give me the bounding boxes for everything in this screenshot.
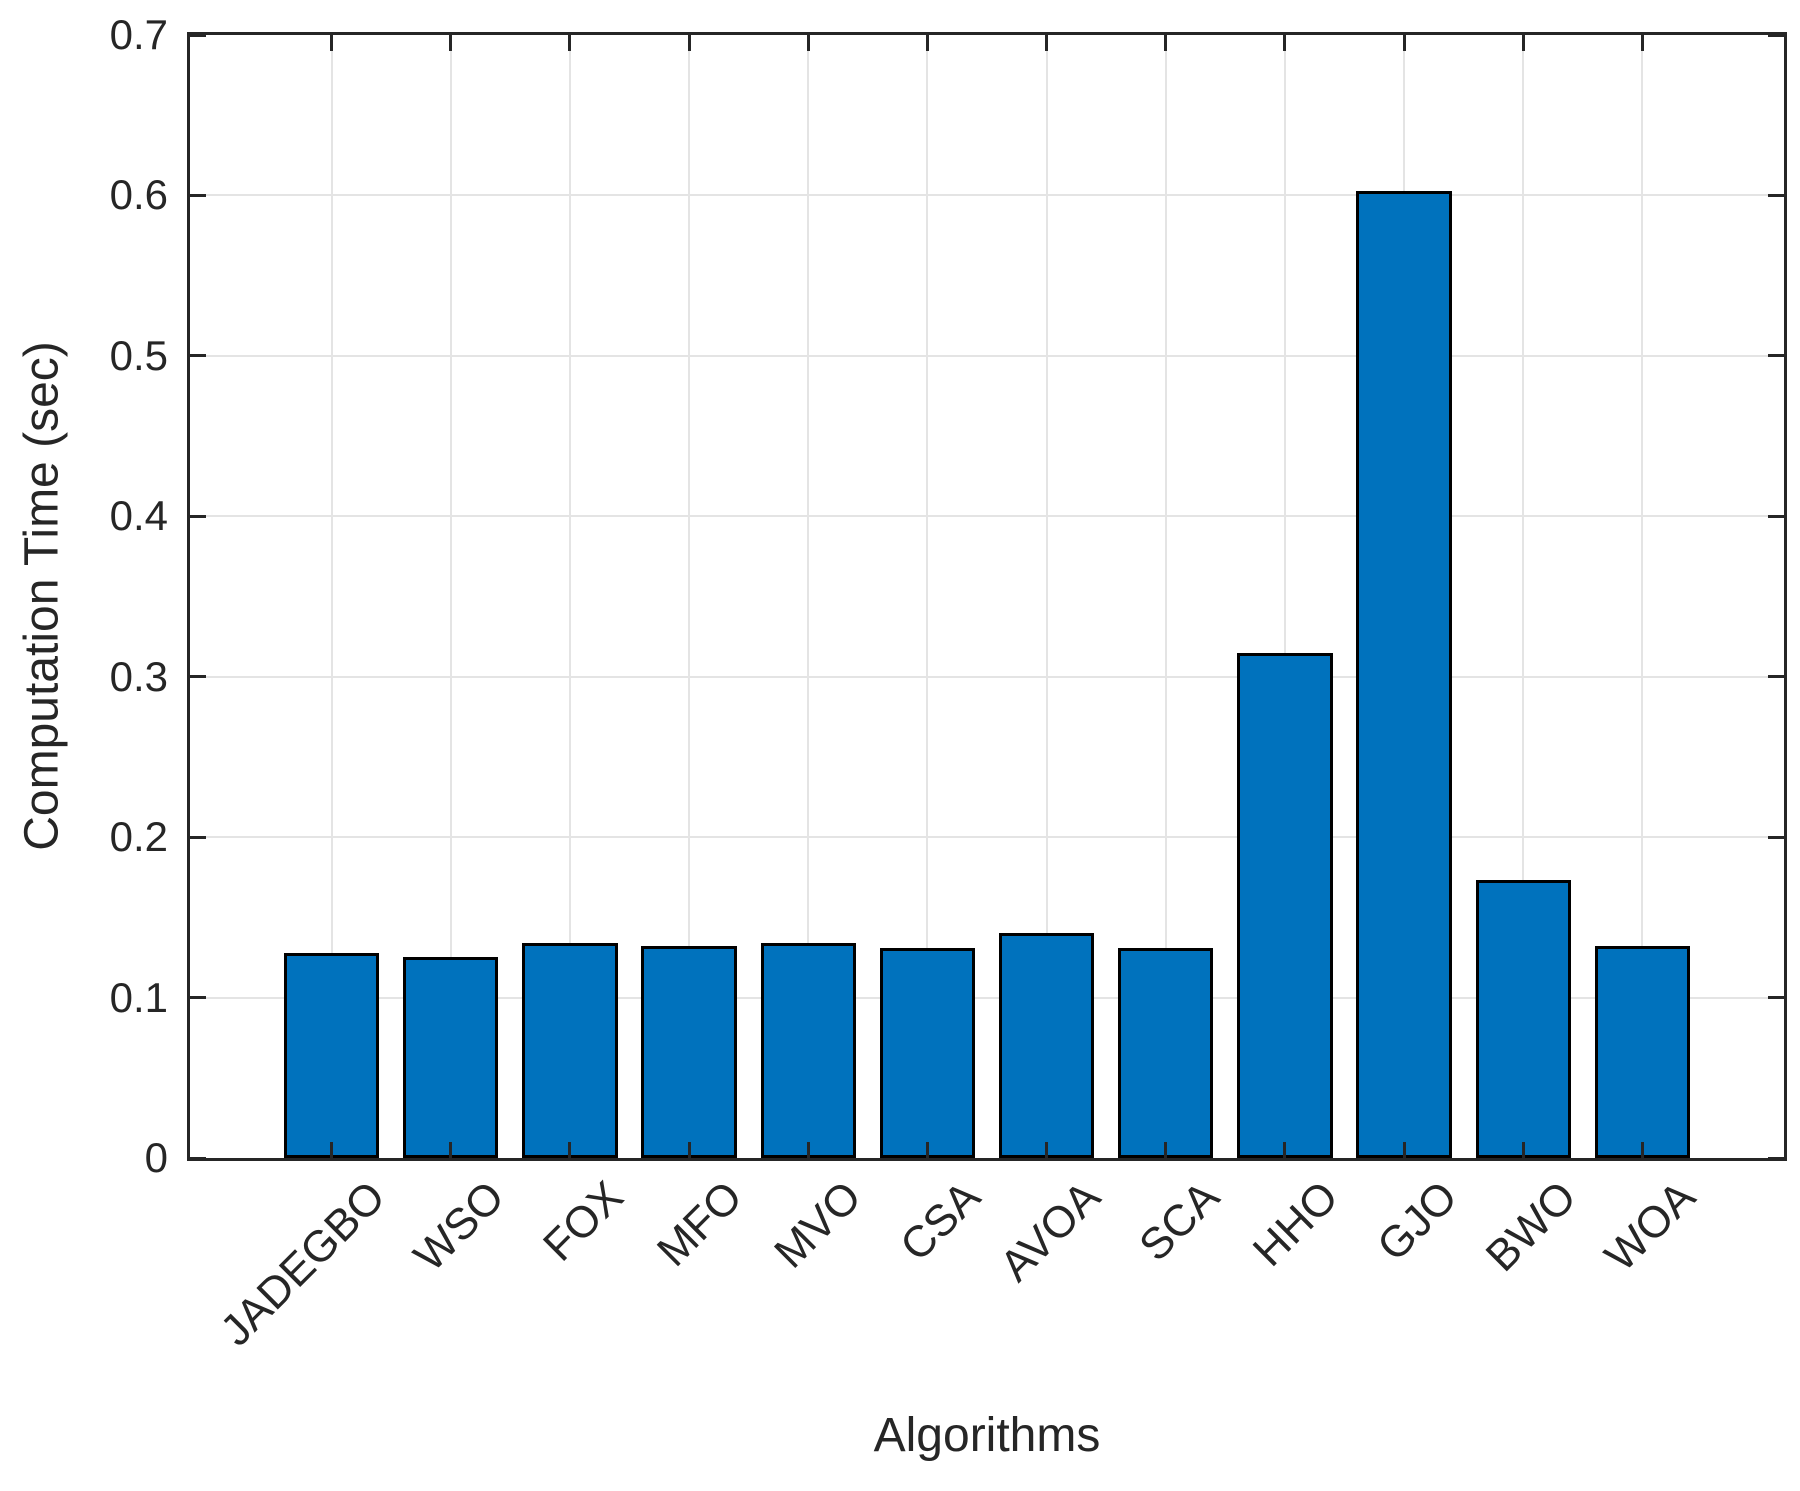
x-tick-bottom: [925, 1142, 929, 1158]
v-gridline: [1045, 35, 1048, 1158]
y-tick-left: [190, 33, 206, 37]
x-tick-top: [1283, 35, 1287, 51]
h-gridline: [190, 515, 1784, 518]
x-axis-label: Algorithms: [873, 1409, 1101, 1462]
y-tick-label: 0.2: [109, 813, 168, 861]
y-tick-label: 0.5: [109, 331, 168, 379]
v-gridline: [449, 35, 452, 1158]
bar-jadegbo: [283, 953, 380, 1158]
y-tick-left: [190, 193, 206, 197]
y-tick-label: 0.3: [109, 652, 168, 700]
y-tick-right: [1768, 514, 1784, 518]
bar-bwo: [1475, 880, 1571, 1158]
v-gridline: [1522, 35, 1525, 1158]
bar-sca: [1118, 948, 1214, 1158]
h-gridline: [190, 996, 1784, 999]
bar-wso: [403, 957, 499, 1158]
x-tick-top: [568, 35, 572, 51]
bar-hho: [1237, 653, 1333, 1158]
y-tick-right: [1768, 33, 1784, 37]
x-tick-top: [925, 35, 929, 51]
h-gridline: [190, 194, 1784, 197]
y-tick-left: [190, 1156, 206, 1160]
x-tick-top: [449, 35, 453, 51]
x-tick-top: [330, 35, 334, 51]
y-tick-left: [190, 514, 206, 518]
x-tick-top: [687, 35, 691, 51]
y-tick-right: [1768, 996, 1784, 1000]
bar-mfo: [641, 946, 737, 1158]
y-tick-label: 0.7: [109, 11, 168, 58]
bar-mvo: [760, 943, 856, 1158]
h-gridline: [190, 675, 1784, 678]
x-tick-bottom: [1402, 1142, 1406, 1158]
y-tick-label: 0: [144, 1134, 168, 1181]
v-gridline: [688, 35, 691, 1158]
x-tick-top: [806, 35, 810, 51]
x-tick-bottom: [1164, 1142, 1168, 1158]
y-tick-right: [1768, 193, 1784, 197]
v-gridline: [330, 35, 333, 1158]
y-tick-right: [1768, 1156, 1784, 1160]
x-tick-bottom: [330, 1142, 334, 1158]
bar-fox: [522, 943, 618, 1158]
x-tick-top: [1402, 35, 1406, 51]
x-tick-top: [1164, 35, 1168, 51]
x-tick-top: [1045, 35, 1049, 51]
bar-avoa: [998, 933, 1095, 1158]
bar-csa: [879, 948, 976, 1158]
x-tick-bottom: [687, 1142, 691, 1158]
x-tick-bottom: [1521, 1142, 1525, 1158]
y-tick-left: [190, 354, 206, 358]
y-tick-right: [1768, 354, 1784, 358]
v-gridline: [1283, 35, 1286, 1158]
bar-woa: [1594, 946, 1691, 1158]
y-tick-left: [190, 835, 206, 839]
y-tick-label: 0.6: [109, 171, 168, 219]
x-tick-bottom: [1640, 1142, 1644, 1158]
y-tick-label: 0.4: [109, 492, 168, 540]
y-axis-label: Computation Time (sec): [15, 341, 69, 851]
x-tick-bottom: [1283, 1142, 1287, 1158]
plot-area: [187, 32, 1787, 1161]
v-gridline: [807, 35, 810, 1158]
v-gridline: [1164, 35, 1167, 1158]
v-gridline: [1641, 35, 1644, 1158]
h-gridline: [190, 836, 1784, 839]
v-gridline: [926, 35, 929, 1158]
x-tick-bottom: [1045, 1142, 1049, 1158]
y-tick-left: [190, 996, 206, 1000]
h-gridline: [190, 354, 1784, 357]
x-tick-top: [1521, 35, 1525, 51]
x-tick-bottom: [449, 1142, 453, 1158]
y-tick-label: 0.1: [109, 973, 168, 1021]
y-tick-left: [190, 675, 206, 679]
x-tick-top: [1640, 35, 1644, 51]
bar-gjo: [1356, 191, 1452, 1158]
x-tick-bottom: [806, 1142, 810, 1158]
x-tick-bottom: [568, 1142, 572, 1158]
v-gridline: [568, 35, 571, 1158]
y-tick-right: [1768, 835, 1784, 839]
y-tick-right: [1768, 675, 1784, 679]
